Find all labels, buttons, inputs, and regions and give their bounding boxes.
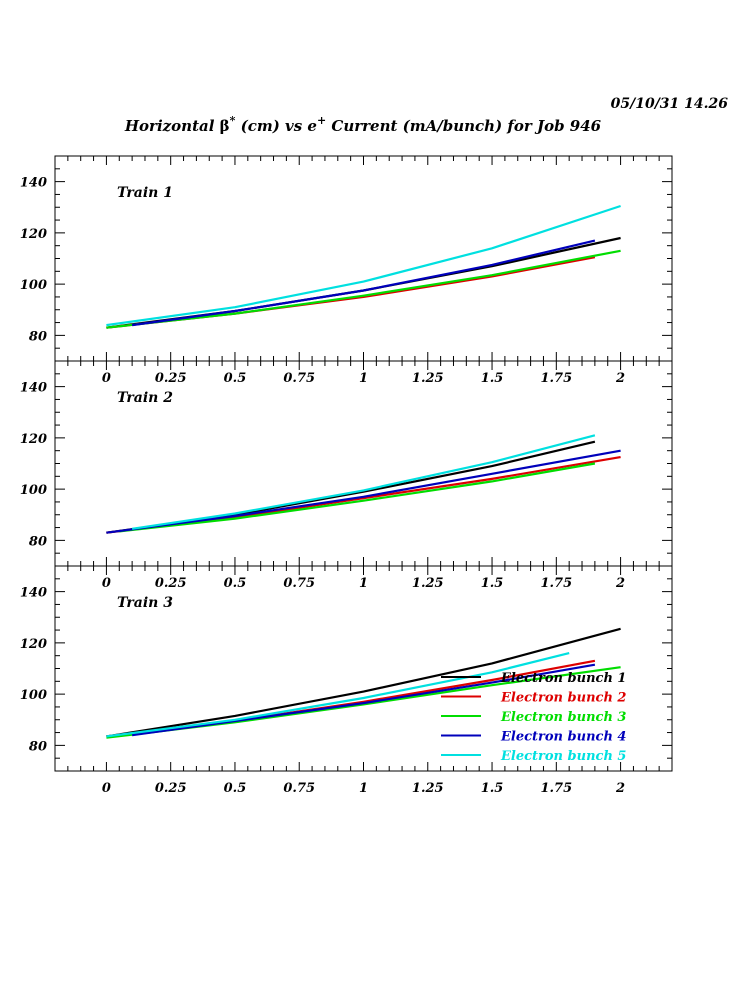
timestamp: 05/10/31 14.26 <box>611 96 729 112</box>
y-tick-label: 80 <box>29 329 47 344</box>
series-line-5 <box>131 434 596 530</box>
x-tick-label: 1 <box>359 576 368 591</box>
x-tick-label: 0 <box>102 371 111 386</box>
legend-entry-5: Electron bunch 5 <box>500 749 626 764</box>
y-tick-label: 140 <box>20 381 47 396</box>
y-tick-label: 140 <box>20 176 47 191</box>
y-tick-label: 80 <box>29 534 47 549</box>
title-beta: β <box>220 117 230 135</box>
y-tick-label: 100 <box>20 278 47 293</box>
x-tick-label: 1.5 <box>481 371 504 386</box>
x-tick-label: 1.5 <box>481 781 504 796</box>
title-prefix: Horizontal <box>124 117 220 135</box>
panel-label: Train 2 <box>117 390 173 406</box>
chart-title: Horizontal β* (cm) vs e+ Current (mA/bun… <box>124 114 602 135</box>
x-tick-label: 0.75 <box>283 781 315 796</box>
legend-entry-1: Electron bunch 1 <box>500 671 626 686</box>
series-line-4 <box>131 239 596 327</box>
legend-entry-4: Electron bunch 4 <box>500 730 626 745</box>
legend-entry-2: Electron bunch 2 <box>500 691 626 706</box>
x-tick-label: 1.25 <box>412 781 444 796</box>
x-tick-label: 2 <box>615 576 625 591</box>
y-tick-label: 80 <box>29 739 47 754</box>
series-line-5 <box>106 204 621 327</box>
x-tick-label: 2 <box>615 781 625 796</box>
y-tick-label: 100 <box>20 688 47 703</box>
y-tick-label: 120 <box>20 637 47 652</box>
series-line-4 <box>131 663 596 737</box>
y-tick-label: 120 <box>20 432 47 447</box>
x-tick-label: 1.25 <box>412 371 444 386</box>
panel-label: Train 3 <box>117 595 173 611</box>
y-tick-label: 140 <box>20 586 47 601</box>
x-tick-label: 1.75 <box>540 576 572 591</box>
x-tick-label: 0.25 <box>155 371 187 386</box>
x-tick-label: 0.5 <box>224 576 247 591</box>
x-tick-label: 0.5 <box>224 371 247 386</box>
series-line-1 <box>106 627 621 738</box>
x-tick-label: 1 <box>359 371 368 386</box>
title-e-sup: + <box>317 114 326 127</box>
x-tick-label: 1.5 <box>481 576 504 591</box>
title-mid: (cm) vs e <box>235 117 317 135</box>
x-tick-label: 2 <box>615 371 625 386</box>
panel-label: Train 1 <box>117 185 173 201</box>
x-tick-label: 0 <box>102 576 111 591</box>
x-tick-label: 0.25 <box>155 781 187 796</box>
series-line-3 <box>119 462 596 533</box>
x-tick-label: 1 <box>359 781 368 796</box>
series-line-5 <box>106 652 570 738</box>
series-line-3 <box>106 249 621 329</box>
title-suffix: Current (mA/bunch) for Job 946 <box>326 117 601 135</box>
x-tick-label: 0 <box>102 781 111 796</box>
panel-1: 80 100 120 140 0 0.25 0.5 0.75 1 1.25 1.5 1.75 2 Trai… <box>20 155 673 386</box>
series-line-4 <box>106 449 621 534</box>
legend-entry-3: Electron bunch 3 <box>500 710 626 725</box>
y-tick-label: 120 <box>20 227 47 242</box>
x-tick-label: 1.75 <box>540 371 572 386</box>
x-tick-label: 1.75 <box>540 781 572 796</box>
title-beta-sup: * <box>230 114 236 127</box>
x-tick-label: 0.75 <box>283 576 315 591</box>
x-tick-label: 0.5 <box>224 781 247 796</box>
y-tick-label: 100 <box>20 483 47 498</box>
x-tick-label: 0.75 <box>283 371 315 386</box>
x-tick-label: 0.25 <box>155 576 187 591</box>
legend: Electron bunch 1 Electron bunch 2 Electron… <box>441 671 626 764</box>
x-tick-label: 1.25 <box>412 576 444 591</box>
